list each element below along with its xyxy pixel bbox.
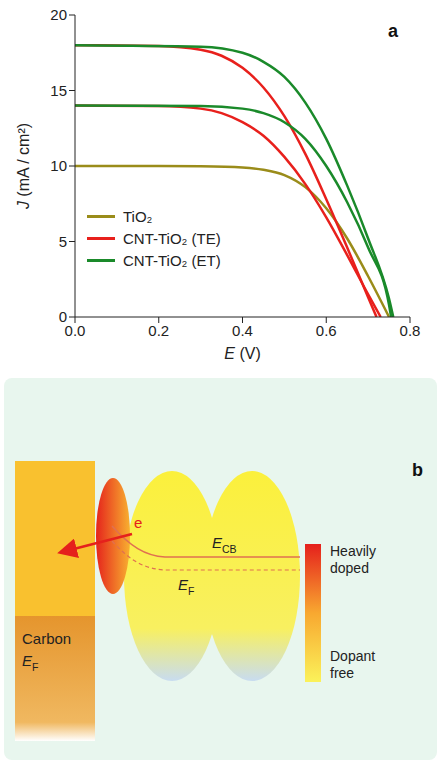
svg-text:E (V): E (V) bbox=[224, 345, 260, 362]
svg-text:e: e bbox=[134, 514, 142, 531]
svg-text:J (mA / cm²): J (mA / cm²) bbox=[15, 123, 32, 210]
svg-text:5: 5 bbox=[59, 233, 67, 250]
svg-text:0.0: 0.0 bbox=[65, 322, 86, 339]
svg-text:0.4: 0.4 bbox=[232, 322, 253, 339]
svg-text:Carbon: Carbon bbox=[22, 630, 71, 647]
html-text:CNT-TiO₂ (ET): CNT-TiO₂ (ET) bbox=[123, 251, 221, 269]
svg-text:0.2: 0.2 bbox=[148, 322, 169, 339]
svg-text:ECB: ECB bbox=[212, 534, 237, 555]
svg-text:15: 15 bbox=[50, 82, 67, 99]
svg-text:EF: EF bbox=[178, 576, 194, 597]
html-text:CNT-TiO₂ (TE): CNT-TiO₂ (TE) bbox=[123, 229, 221, 247]
svg-text:0.6: 0.6 bbox=[316, 322, 337, 339]
svg-text:b: b bbox=[412, 460, 423, 480]
svg-text:Dopantfree: Dopantfree bbox=[330, 648, 375, 681]
svg-text:0.8: 0.8 bbox=[400, 322, 421, 339]
svg-text:0: 0 bbox=[59, 308, 67, 325]
html-text:TiO₂: TiO₂ bbox=[123, 207, 153, 225]
svg-text:10: 10 bbox=[50, 157, 67, 174]
svg-text:20: 20 bbox=[50, 6, 67, 23]
svg-text:Heavilydoped: Heavilydoped bbox=[330, 543, 376, 576]
svg-text:EF: EF bbox=[22, 652, 38, 673]
html-text:a: a bbox=[388, 21, 398, 41]
